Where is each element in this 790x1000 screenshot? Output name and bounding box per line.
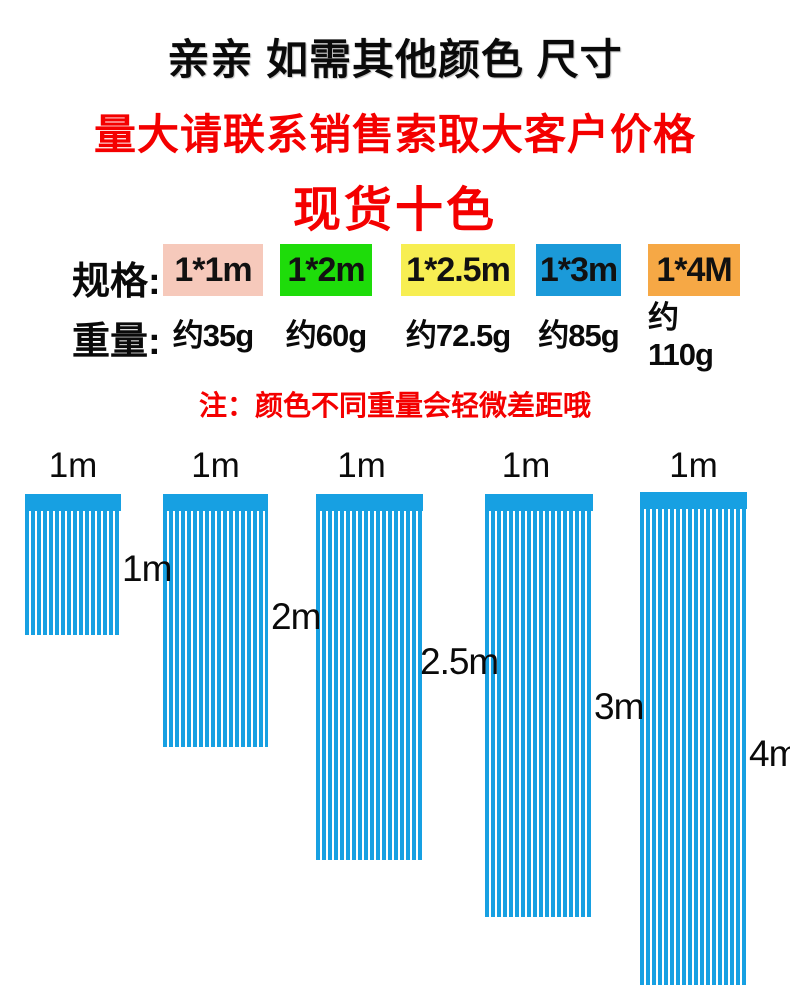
curtain-2-width-label: 1m xyxy=(191,446,240,485)
curtain-5-height-label: 4m xyxy=(749,733,790,774)
curtain-illustration-2.5m xyxy=(316,494,423,860)
size-swatch-1x2m: 1*2m xyxy=(280,244,372,296)
curtain-fringe xyxy=(485,511,593,917)
curtain-3-width-label: 1m xyxy=(337,446,386,485)
curtain-header-bar xyxy=(640,492,747,509)
size-swatch-label: 1*4M xyxy=(656,250,732,289)
curtain-header-bar xyxy=(485,494,593,511)
size-swatch-1x4m: 1*4M xyxy=(648,244,740,296)
bulk-price-notice: 量大请联系销售索取大客户价格 xyxy=(93,111,696,158)
page-title: 亲亲 如需其他颜色 尺寸 xyxy=(167,36,623,83)
curtain-2-height-label: 2m xyxy=(271,596,321,637)
weight-value-5: 约110g xyxy=(648,299,714,372)
curtain-5-width-label: 1m xyxy=(669,446,718,485)
weight-value-3: 约72.5g xyxy=(405,317,511,353)
curtain-1-height-label: 1m xyxy=(122,548,172,589)
size-swatch-label: 1*2m xyxy=(287,250,365,289)
curtain-4-height-label: 3m xyxy=(594,686,644,727)
weight-value-2: 约60g xyxy=(285,317,367,353)
curtain-fringe xyxy=(316,511,423,860)
curtain-fringe xyxy=(163,511,268,747)
curtain-4-width-label: 1m xyxy=(501,446,551,485)
curtain-1-width-label: 1m xyxy=(48,446,98,485)
curtain-header-bar xyxy=(163,494,268,511)
curtain-fringe xyxy=(25,511,121,635)
weight-difference-note: 注：颜色不同重量会轻微差距哦 xyxy=(198,390,591,421)
stock-colors-line: 现货十色 xyxy=(292,184,497,237)
size-swatch-label: 1*3m xyxy=(539,250,618,289)
curtain-illustration-2m xyxy=(163,494,268,747)
curtain-3-height-label: 2.5m xyxy=(420,641,499,682)
curtain-fringe xyxy=(640,509,747,985)
curtain-header-bar xyxy=(316,494,423,511)
weight-row-label: 重量: xyxy=(72,321,161,363)
size-swatch-label: 1*2.5m xyxy=(406,250,511,289)
curtain-illustration-3m xyxy=(485,494,593,917)
size-swatch-label: 1*1m xyxy=(174,250,252,289)
weight-value-1: 约35g xyxy=(172,317,254,353)
size-swatch-1x1m: 1*1m xyxy=(163,244,263,296)
spec-row-label: 规格: xyxy=(72,261,161,303)
size-swatch-1x3m: 1*3m xyxy=(536,244,621,296)
curtain-header-bar xyxy=(25,494,121,511)
curtain-illustration-1m xyxy=(25,494,121,635)
curtain-illustration-4m xyxy=(640,492,747,985)
weight-value-4: 约85g xyxy=(538,317,619,353)
size-swatch-1x2.5m: 1*2.5m xyxy=(401,244,515,296)
